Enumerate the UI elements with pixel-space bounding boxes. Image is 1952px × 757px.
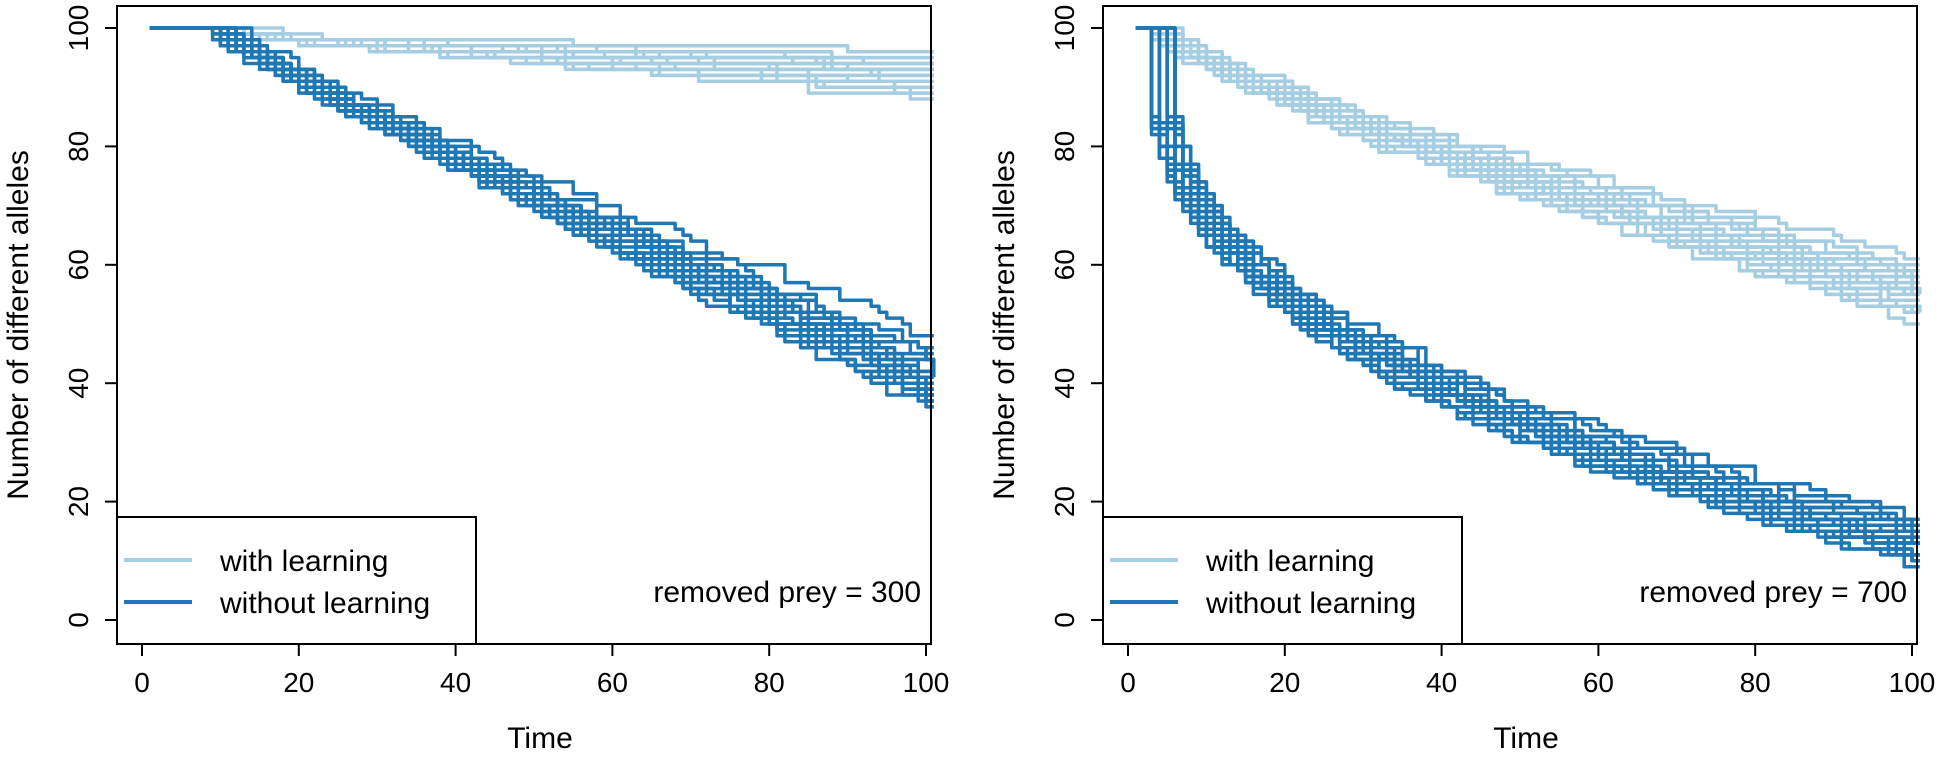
without-learning-run-line [1135, 26, 1920, 533]
x-tick-label: 60 [1583, 667, 1614, 698]
legend: with learning without learning [1102, 516, 1463, 645]
y-tick-label: 80 [1049, 131, 1080, 162]
with-learning-run-line [1135, 26, 1920, 261]
x-tick-label: 80 [754, 667, 785, 698]
y-axis: 0 20 40 60 80 100 Number of different al… [2, 5, 118, 628]
legend-label: with learning [219, 545, 388, 578]
y-tick-label: 100 [63, 5, 94, 52]
x-tick-label: 40 [440, 667, 471, 698]
x-axis: 0 20 40 60 80 100 Time [1120, 643, 1936, 755]
x-tick-label: 80 [1740, 667, 1771, 698]
y-tick-label: 0 [63, 612, 94, 628]
with-learning-run-line [149, 26, 934, 101]
y-tick-label: 20 [1049, 486, 1080, 517]
series-layer [1135, 26, 1922, 569]
x-tick-label: 20 [283, 667, 314, 698]
legend: with learning without learning [116, 516, 477, 645]
x-tick-label: 100 [903, 667, 950, 698]
y-tick-label: 100 [1049, 5, 1080, 52]
y-axis-title: Number of different alleles [2, 150, 35, 500]
without-learning-run-line [1135, 26, 1920, 557]
x-tick-label: 20 [1269, 667, 1300, 698]
panel-1: 0 20 40 60 80 100 Time 0 20 40 60 80 100… [2, 5, 950, 755]
x-tick-label: 0 [134, 667, 150, 698]
y-tick-label: 40 [63, 368, 94, 399]
x-tick-label: 40 [1426, 667, 1457, 698]
legend-box [116, 516, 477, 645]
y-axis-title: Number of different alleles [988, 150, 1021, 500]
x-axis-title: Time [507, 722, 573, 752]
without-learning-run-line [149, 26, 934, 409]
y-axis: 0 20 40 60 80 100 Number of different al… [988, 5, 1104, 628]
legend-box [1102, 516, 1463, 645]
y-tick-label: 20 [63, 486, 94, 517]
x-axis: 0 20 40 60 80 100 Time [134, 643, 950, 755]
y-tick-label: 80 [63, 131, 94, 162]
series-layer [149, 26, 936, 409]
x-tick-label: 60 [597, 667, 628, 698]
legend-label: without learning [1205, 587, 1416, 620]
y-tick-label: 60 [63, 249, 94, 280]
x-tick-label: 100 [1889, 667, 1936, 698]
without-learning-run-line [149, 26, 934, 338]
with-learning-run-line [1135, 26, 1920, 273]
without-learning-run-line [1135, 26, 1920, 563]
with-learning-run-line [1135, 26, 1920, 326]
y-tick-label: 60 [1049, 249, 1080, 280]
panel-2: 0 20 40 60 80 100 Time 0 20 40 60 80 100… [988, 5, 1936, 755]
without-learning-run-line [1135, 26, 1920, 569]
removed-prey-annotation: removed prey = 700 [1639, 576, 1907, 609]
removed-prey-annotation: removed prey = 300 [653, 576, 921, 609]
x-tick-label: 0 [1120, 667, 1136, 698]
y-tick-label: 40 [1049, 368, 1080, 399]
legend-label: without learning [219, 587, 430, 620]
y-tick-label: 0 [1049, 612, 1080, 628]
x-axis-title: Time [1493, 722, 1559, 752]
legend-label: with learning [1205, 545, 1374, 578]
